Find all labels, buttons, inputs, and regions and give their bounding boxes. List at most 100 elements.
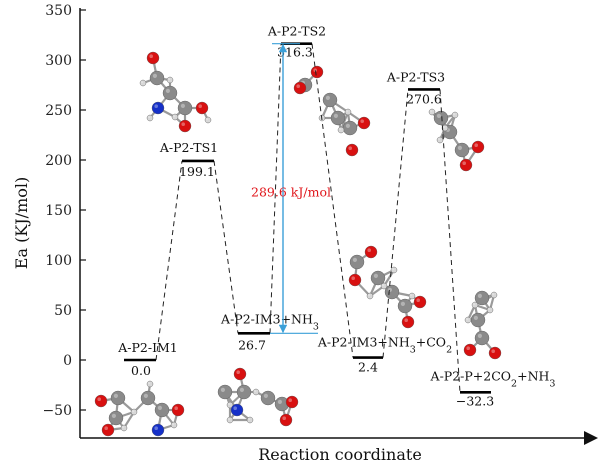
molecule-atom-highlight (152, 73, 157, 78)
molecule-atom-highlight (436, 113, 441, 118)
molecule-atom-highlight (466, 346, 471, 351)
molecule-atom (285, 395, 299, 409)
species-label: A-P2-IM3+NH3 (220, 311, 319, 332)
x-axis-arrowhead (584, 431, 598, 445)
molecule-atom-highlight (104, 426, 108, 431)
molecule-structures (94, 51, 502, 437)
molecule-atom-highlight (113, 393, 118, 398)
molecule-atom-highlight (443, 126, 445, 128)
molecule-atom-highlight (462, 161, 467, 165)
molecule-atom-highlight (416, 298, 421, 303)
energy-value-label: 2.4 (358, 360, 378, 375)
molecule-atom-highlight (474, 143, 479, 147)
molecule-atom (470, 312, 486, 328)
y-tick-label: 50 (54, 303, 72, 319)
molecule-atom-highlight (352, 257, 357, 262)
molecule-atom (236, 384, 252, 400)
molecule-atom-highlight (149, 54, 153, 58)
molecule-atom-highlight (173, 115, 176, 117)
molecule-atom (348, 273, 362, 287)
molecule-atom (474, 330, 490, 346)
molecule-atom (463, 343, 477, 357)
molecule-atom (344, 108, 352, 116)
molecule-atom (408, 292, 416, 300)
molecule-atom-highlight (154, 104, 158, 108)
molecule-atom (322, 92, 338, 108)
y-tick-label: 0 (63, 353, 72, 369)
species-label: A-P2-P+2CO2+NH3 (430, 368, 556, 389)
molecule-atom-highlight (228, 403, 231, 405)
molecule-atom-highlight (313, 68, 318, 72)
molecule-atom (151, 101, 165, 115)
molecule-atom (246, 416, 254, 424)
molecule-atom-highlight (466, 318, 468, 320)
species-label: A-P2-TS3 (386, 69, 445, 84)
molecule-atom-highlight (239, 387, 244, 392)
molecule-atom (459, 158, 473, 172)
molecule-atom (471, 140, 485, 154)
molecule-atom-highlight (339, 128, 341, 131)
connector-line (269, 43, 282, 334)
molecule-atom (471, 301, 479, 309)
molecule-atom-highlight (438, 138, 440, 141)
molecule-atom-highlight (141, 81, 144, 83)
molecule-atom (433, 110, 449, 126)
molecule-atom (342, 120, 358, 136)
molecule-atom-highlight (491, 349, 496, 354)
molecule-atom (464, 316, 472, 324)
molecule-atom (413, 295, 427, 309)
molecule-atom-highlight (360, 119, 365, 123)
molecule-atom (451, 111, 459, 119)
y-tick-label: −50 (42, 403, 72, 419)
molecule-atom (488, 346, 502, 360)
molecule-atom-highlight (345, 123, 350, 128)
y-tick-label: 350 (45, 3, 72, 19)
molecule-atom-highlight (382, 284, 384, 286)
molecule-picture (348, 245, 427, 329)
y-axis-ticks: 350 300 250 200 150 100 50 0 −50 (42, 3, 86, 419)
molecule-atom (226, 401, 234, 409)
molecule-atom-highlight (348, 146, 353, 150)
molecule-atom-highlight (492, 293, 494, 295)
species-label: A-P2-TS2 (267, 24, 326, 39)
molecule-atom-highlight (254, 390, 256, 392)
molecule-atom (217, 384, 233, 400)
molecule-atom-highlight (132, 410, 135, 412)
molecule-atom (110, 390, 126, 406)
molecule-atom (233, 367, 247, 381)
molecule-atom (380, 282, 388, 290)
energy-value-label: 270.6 (406, 91, 442, 106)
molecule-atom (428, 108, 436, 116)
molecule-atom (357, 116, 371, 130)
molecule-atom-highlight (172, 423, 175, 425)
molecule-atom-highlight (282, 416, 287, 421)
molecule-atom-highlight (477, 293, 482, 298)
x-axis-title: Reaction coordinate (258, 445, 422, 463)
molecule-atom-highlight (233, 406, 237, 411)
molecule-atom-highlight (206, 118, 209, 120)
molecule-atom (490, 291, 498, 299)
molecule-atom-highlight (148, 116, 151, 118)
molecule-atom-highlight (277, 399, 282, 404)
molecule-atom-highlight (165, 88, 170, 93)
molecule-atom-highlight (333, 113, 338, 118)
molecule-atom-highlight (157, 405, 162, 410)
molecule-atom (384, 284, 400, 300)
molecule-atom-highlight (430, 110, 432, 112)
molecule-atom-highlight (288, 398, 293, 403)
molecule-picture (94, 380, 185, 437)
molecule-atom-highlight (453, 113, 455, 115)
molecule-atom (204, 116, 212, 124)
molecule-atom (370, 270, 386, 286)
energy-value-label: 0.0 (131, 363, 151, 378)
molecule-atom (226, 416, 234, 424)
species-label: A-P2-TS1 (159, 140, 218, 155)
molecule-atom-highlight (477, 333, 482, 338)
molecule-atom-highlight (154, 426, 158, 431)
molecule-atom (177, 100, 193, 116)
molecule-atom (390, 266, 398, 274)
y-axis-title: Ea (KJ/mol) (12, 177, 31, 269)
molecule-atom-highlight (296, 84, 301, 88)
connector-line (213, 160, 239, 334)
molecule-atom-highlight (387, 287, 392, 292)
